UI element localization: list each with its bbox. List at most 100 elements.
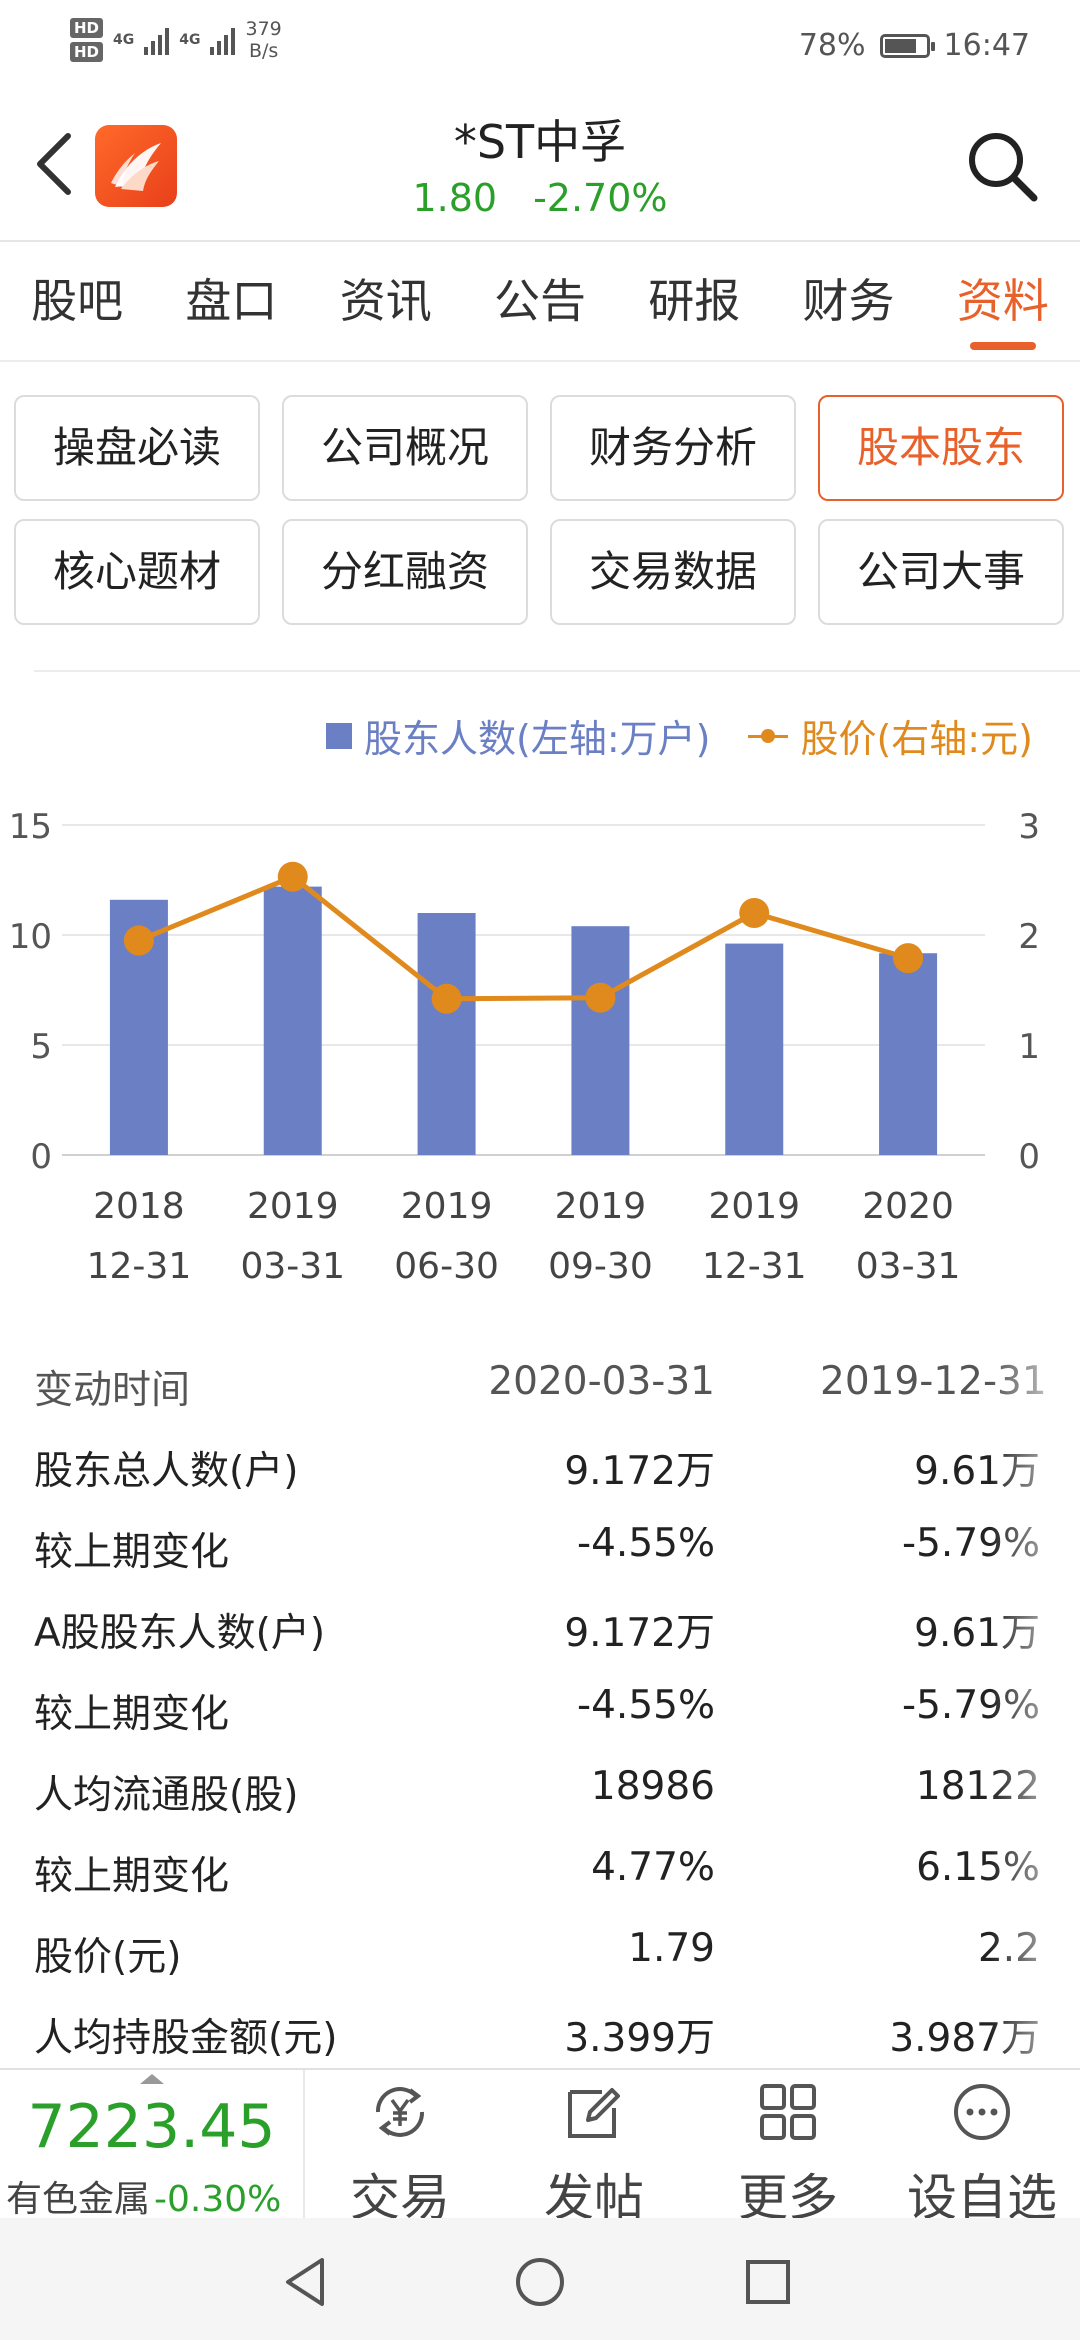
shareholder-chart: 股东人数(左轴:万户) 股价(右轴:元) 0 5 10 15 0 1 2 3 2018 12-31… <box>0 690 1080 1310</box>
row-value-1: 4.77% <box>591 1845 715 1890</box>
left-axis-tick-label: 15 <box>9 807 52 847</box>
tab-pankou[interactable]: 盘口 <box>185 274 278 328</box>
status-bar: HD HD 4G 4G 379 B/s 78% 16:47 <box>0 0 1080 90</box>
battery-level <box>884 38 916 53</box>
scroll-fade-overlay <box>990 1345 1080 2075</box>
search-button[interactable] <box>962 126 1042 206</box>
row-label: 人均流通股(股) <box>34 1773 299 1818</box>
shareholder-bar <box>725 943 784 1155</box>
right-axis-tick-label: 2 <box>1018 917 1040 957</box>
section-share-capital-button[interactable]: 股本股东 <box>818 395 1064 501</box>
expand-caret-icon[interactable] <box>140 2074 164 2084</box>
more-label: 更多 <box>738 2169 838 2227</box>
nav-recents-icon[interactable] <box>744 2258 792 2306</box>
row-label: 较上期变化 <box>34 1692 230 1737</box>
profile-sections: 操盘必读 公司概况 财务分析 股本股东 核心题材 分红融资 交易数据 公司大事 <box>14 395 1066 625</box>
sector-index-widget[interactable]: 7223.45 有色金属 -0.30% <box>0 2070 305 2220</box>
tab-guba[interactable]: 股吧 <box>31 274 124 328</box>
row-value-1: 18986 <box>590 1764 715 1809</box>
trade-button[interactable]: 交易 <box>303 2070 497 2227</box>
x-axis-tick-year: 2019 <box>247 1186 339 1227</box>
section-financial-analysis-button[interactable]: 财务分析 <box>550 395 796 501</box>
sim1-badge: HD <box>70 18 104 38</box>
sim2-badge: HD <box>70 42 104 62</box>
stock-quote: 1.80 -2.70% <box>0 176 1080 220</box>
row-label: 较上期变化 <box>34 1530 230 1575</box>
right-axis-tick-label: 1 <box>1018 1027 1040 1067</box>
section-dividend-financing-button[interactable]: 分红融资 <box>282 519 528 625</box>
shareholder-bar <box>417 913 476 1155</box>
row-value-1: 3.399万 <box>564 2016 715 2061</box>
tab-finance[interactable]: 财务 <box>802 274 895 328</box>
shareholder-bar <box>879 953 938 1155</box>
table-row: 较上期变化 -4.55% -5.79% <box>0 1669 1080 1750</box>
battery-percent: 78% <box>798 28 866 63</box>
sector-name: 有色金属 <box>6 2179 151 2220</box>
sector-index-value: 7223.45 <box>27 2092 276 2162</box>
row-value-1: 9.172万 <box>564 1611 715 1656</box>
stock-price: 1.80 <box>412 176 498 220</box>
row-value-1: 9.172万 <box>564 1449 715 1494</box>
shareholder-table: 变动时间 2020-03-31 2019-12-31 股东总人数(户) 9.17… <box>0 1345 1080 2074</box>
section-company-overview-button[interactable]: 公司概况 <box>282 395 528 501</box>
battery-icon <box>879 33 935 58</box>
x-axis-tick-year: 2019 <box>401 1186 493 1227</box>
edit-post-icon <box>568 2088 620 2138</box>
row-label: 人均持股金额(元) <box>34 2016 338 2061</box>
signal-icon-1 <box>144 25 170 55</box>
section-trading-guide-button[interactable]: 操盘必读 <box>14 395 260 501</box>
table-row: 人均流通股(股) 18986 18122 <box>0 1750 1080 1831</box>
price-point <box>431 983 462 1014</box>
sector-change: -0.30% <box>154 2179 282 2220</box>
shareholder-bar <box>263 886 322 1155</box>
sim-indicators: HD HD <box>70 18 104 62</box>
clock: 16:47 <box>943 28 1030 63</box>
app-logo <box>95 125 177 207</box>
post-button[interactable]: 发帖 <box>497 2070 691 2227</box>
left-axis-tick-label: 5 <box>30 1027 52 1067</box>
price-line <box>137 874 909 1002</box>
table-row: 较上期变化 -4.55% -5.79% <box>0 1507 1080 1588</box>
left-axis-tick-label: 10 <box>9 917 52 957</box>
header-label: 变动时间 <box>34 1368 191 1413</box>
more-button[interactable]: 更多 <box>691 2070 885 2227</box>
x-axis-tick-year: 2020 <box>862 1186 954 1227</box>
stock-header: *ST中孚 1.80 -2.70% <box>0 90 1080 242</box>
legend-line-swatch <box>748 726 789 746</box>
nav-back-icon[interactable] <box>282 2256 330 2308</box>
back-button[interactable] <box>30 128 78 200</box>
nav-home-icon[interactable] <box>514 2256 566 2308</box>
tab-announcements[interactable]: 公告 <box>493 274 586 328</box>
section-company-events-button[interactable]: 公司大事 <box>818 519 1064 625</box>
row-label: 较上期变化 <box>34 1854 230 1899</box>
row-label: 股东总人数(户) <box>34 1449 299 1494</box>
network-type-1: 4G <box>113 32 135 48</box>
add-watchlist-label: 设自选 <box>907 2169 1057 2227</box>
stock-name: *ST中孚 <box>453 115 627 169</box>
table-row: 较上期变化 4.77% 6.15% <box>0 1831 1080 1912</box>
chart-legend: 股东人数(左轴:万户) 股价(右轴:元) <box>326 708 1033 763</box>
yen-trade-icon <box>375 2087 425 2137</box>
logo-icon <box>111 143 161 191</box>
row-value-1: -4.55% <box>577 1521 715 1566</box>
x-axis-tick-date: 09-30 <box>548 1246 653 1287</box>
legend-price-label: 股价(右轴:元) <box>800 717 1033 761</box>
table-row: 人均持股金额(元) 3.399万 3.987万 <box>0 1993 1080 2074</box>
section-trading-data-button[interactable]: 交易数据 <box>550 519 796 625</box>
tab-news[interactable]: 资讯 <box>339 274 432 328</box>
x-axis-tick-date: 06-30 <box>394 1246 499 1287</box>
right-axis-tick-label: 3 <box>1018 807 1040 847</box>
add-watchlist-button[interactable]: 设自选 <box>885 2070 1079 2227</box>
sector-index-info: 有色金属 -0.30% <box>6 2170 281 2222</box>
stock-change-percent: -2.70% <box>533 176 668 220</box>
table-row: 股东总人数(户) 9.172万 9.61万 <box>0 1426 1080 1507</box>
section-divider <box>34 670 1080 672</box>
section-core-themes-button[interactable]: 核心题材 <box>14 519 260 625</box>
tab-profile[interactable]: 资料 <box>926 242 1080 360</box>
more-dots-icon <box>954 2084 1010 2140</box>
system-nav-bar <box>0 2218 1080 2340</box>
chart-plot: 0 5 10 15 0 1 2 3 2018 12-31 2019 03-31 2019 06-30 201… <box>9 807 1040 1287</box>
tab-research[interactable]: 研报 <box>648 274 741 328</box>
signal-icon-2 <box>210 25 236 55</box>
row-label: 股价(元) <box>34 1935 182 1980</box>
